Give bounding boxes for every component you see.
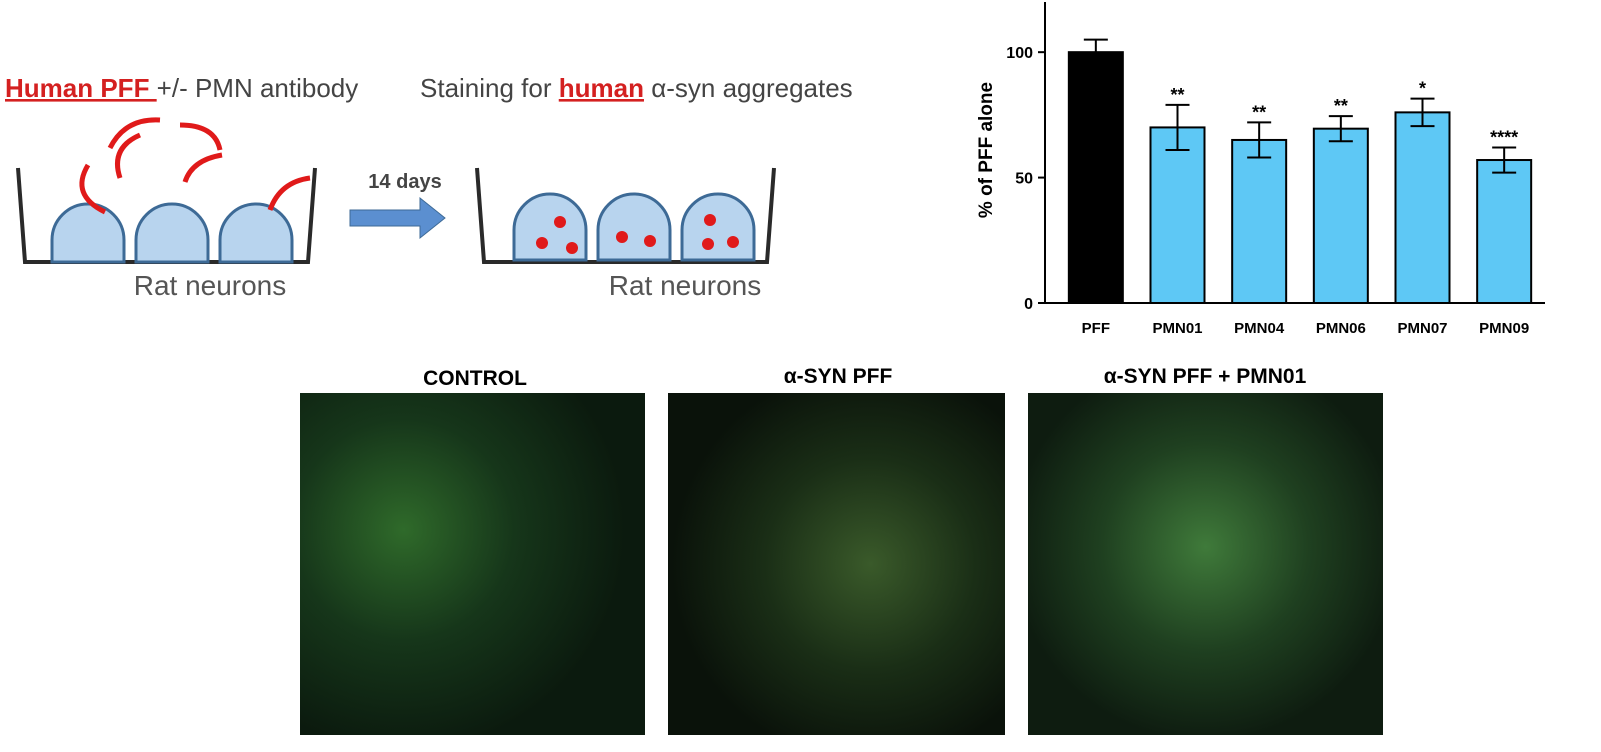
bar	[1476, 159, 1533, 304]
error-bar	[1328, 115, 1353, 143]
well-2	[475, 167, 776, 264]
image-title: CONTROL	[423, 367, 527, 390]
cells-label: Rat neurons	[609, 270, 762, 301]
micrograph	[1028, 393, 1383, 735]
bar	[1312, 127, 1369, 304]
staining-start: Staining for	[420, 73, 559, 103]
bar	[1067, 51, 1124, 304]
staining-highlight: human	[559, 73, 644, 103]
bar	[1231, 138, 1288, 304]
y-axis-label: % of PFF alone	[976, 82, 997, 218]
bar	[1149, 126, 1206, 304]
y-tick-label: 50	[1015, 171, 1033, 188]
x-tick-label: PMN01	[1152, 320, 1202, 337]
bar	[1394, 111, 1451, 304]
staining-label: Staining for human α-syn aggregates	[420, 73, 853, 103]
neurons-1	[50, 202, 294, 264]
micrograph	[668, 393, 1005, 735]
arrow	[349, 196, 446, 240]
error-bar	[1410, 97, 1435, 128]
significance: **	[1170, 85, 1184, 105]
x-tick-label: PMN04	[1234, 320, 1285, 337]
neurons-2	[512, 192, 756, 262]
micrograph	[300, 393, 645, 735]
cells-label: Rat neurons	[134, 270, 287, 301]
pff-fibrils	[79, 117, 311, 215]
error-bar	[1247, 121, 1272, 159]
x-tick-label: PMN07	[1397, 320, 1447, 337]
error-bar	[1492, 146, 1517, 174]
staining-end: α-syn aggregates	[644, 73, 853, 103]
y-tick-label: 0	[1024, 296, 1033, 313]
treatment-rest: +/- PMN antibody	[157, 73, 359, 103]
significance: ****	[1490, 127, 1518, 147]
aggregates	[536, 214, 739, 254]
error-bar	[1083, 38, 1108, 66]
x-tick-label: PMN06	[1316, 320, 1366, 337]
duration-label: 14 days	[368, 171, 441, 193]
treatment-label: Human PFF +/- PMN antibody	[5, 73, 358, 103]
significance: **	[1334, 96, 1348, 116]
x-tick-label: PMN09	[1479, 320, 1529, 337]
significance: **	[1252, 102, 1266, 122]
x-tick-label: PFF	[1082, 320, 1110, 337]
image-title: α-SYN PFF	[784, 365, 893, 388]
treatment-highlight: Human PFF	[5, 73, 157, 103]
error-bar	[1165, 103, 1190, 151]
significance: *	[1419, 79, 1426, 99]
y-tick-label: 100	[1006, 45, 1033, 62]
image-title: α-SYN PFF + PMN01	[1104, 365, 1307, 388]
